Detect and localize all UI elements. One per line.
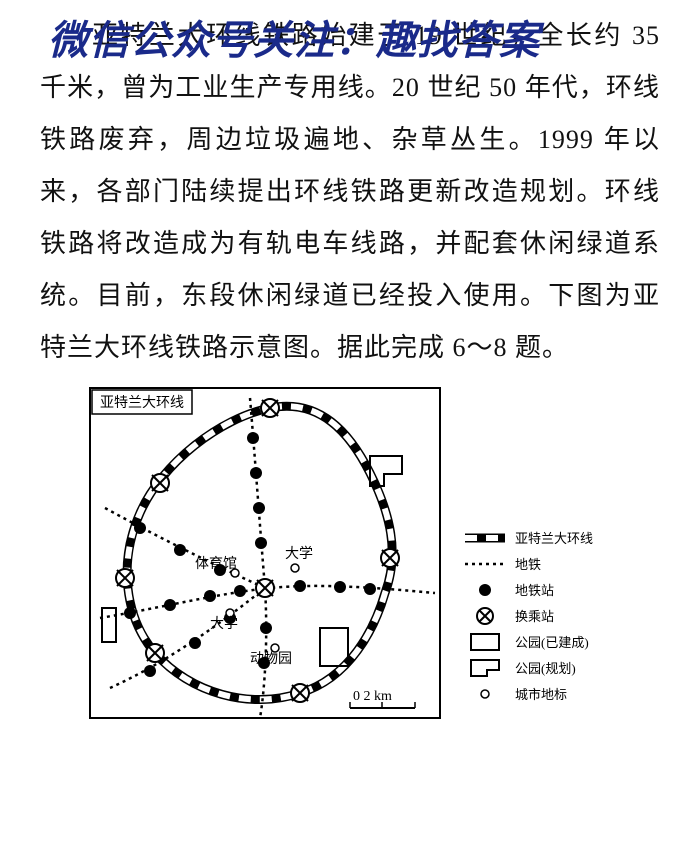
legend-park-built: 公园(已建成) bbox=[515, 635, 589, 650]
landmarks: 体育馆 大学 大学 动物园 bbox=[195, 546, 313, 667]
legend: 亚特兰大环线 地铁 地铁站 换乘站 bbox=[465, 531, 593, 702]
passage-text: 亚特兰大环线铁路始建于 19 世纪，全长约 35 千米，曾为工业生产专用线。20… bbox=[0, 0, 700, 374]
label-zoo: 动物园 bbox=[250, 651, 292, 667]
label-stadium: 体育馆 bbox=[195, 556, 237, 572]
legend-station: 地铁站 bbox=[515, 583, 554, 598]
scale-bar: 0 2 km bbox=[350, 689, 415, 708]
figure-container: 亚特兰大环线 bbox=[0, 374, 700, 738]
subway-stations bbox=[124, 432, 376, 677]
map-svg: 亚特兰大环线 bbox=[70, 378, 630, 738]
scale-text: 0 2 km bbox=[353, 689, 392, 704]
legend-beltline: 亚特兰大环线 bbox=[515, 531, 593, 546]
legend-subway: 地铁 bbox=[515, 557, 541, 572]
legend-landmark: 城市地标 bbox=[515, 687, 567, 702]
legend-park-plan: 公园(规划) bbox=[515, 661, 576, 676]
map-title: 亚特兰大环线 bbox=[100, 395, 184, 411]
label-university-2: 大学 bbox=[210, 616, 238, 632]
map-panel: 亚特兰大环线 bbox=[90, 388, 440, 718]
label-university-1: 大学 bbox=[285, 546, 313, 562]
legend-transfer: 换乘站 bbox=[515, 609, 554, 624]
